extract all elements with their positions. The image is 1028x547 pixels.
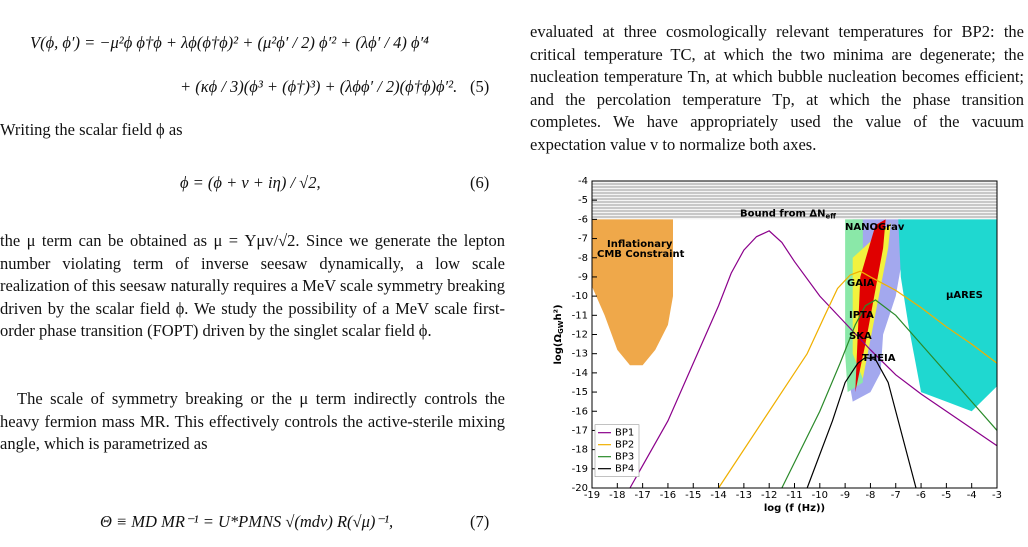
series-line <box>806 356 917 489</box>
equation: ϕ = (ϕ + v + iη) / √2, <box>180 173 321 192</box>
legend-label: BP3 <box>615 452 634 463</box>
region-label: CMB Constraint <box>597 249 685 260</box>
sensitivity-region <box>592 219 673 366</box>
x-tick-label: -18 <box>609 490 625 501</box>
y-tick-label: -16 <box>572 406 588 417</box>
y-tick-label: -18 <box>572 445 588 456</box>
bound-label-sub: eff <box>826 213 837 221</box>
sensitivity-region <box>855 219 886 393</box>
x-tick-label: -3 <box>992 490 1002 501</box>
region-label: IPTA <box>849 310 874 321</box>
legend-box <box>594 424 640 477</box>
series-line <box>629 230 998 489</box>
y-tick-label: -11 <box>572 310 588 321</box>
y-axis-label-end: h²) <box>553 304 564 320</box>
y-axis-label-sub: GW <box>557 320 565 334</box>
equation-number: (7) <box>470 512 490 531</box>
y-tick-label: -9 <box>578 272 588 283</box>
region-label: GAIA <box>847 278 875 289</box>
x-tick-label: -19 <box>584 490 600 501</box>
y-tick-label: -12 <box>572 330 588 341</box>
x-tick-label: -12 <box>761 490 777 501</box>
region-label: SKA <box>849 331 872 342</box>
region-label: μARES <box>946 290 983 301</box>
x-tick-label: -4 <box>967 490 977 501</box>
x-tick-label: -5 <box>941 490 951 501</box>
x-tick-label: -14 <box>710 490 726 501</box>
y-tick-label: -19 <box>572 464 588 475</box>
x-tick-label: -10 <box>812 490 828 501</box>
equation: V(ϕ, ϕ′) = −μ²ϕ ϕ†ϕ + λϕ(ϕ†ϕ)² + (μ²ϕ′ /… <box>30 33 429 52</box>
equation: + (κϕ / 3)(ϕ³ + (ϕ†)³) + (λϕϕ′ / 2)(ϕ†ϕ)… <box>180 77 458 96</box>
equation-number: (6) <box>470 173 490 192</box>
x-tick-label: -8 <box>865 490 875 501</box>
series-line <box>781 299 998 489</box>
y-tick-label: -5 <box>578 195 588 206</box>
x-tick-label: -11 <box>786 490 802 501</box>
equation-number: (5) <box>470 77 490 96</box>
y-tick-label: -4 <box>578 176 588 187</box>
region-label: NANOGrav <box>845 222 905 233</box>
y-tick-label: -15 <box>572 387 588 398</box>
y-tick-label: -10 <box>572 291 588 302</box>
x-tick-label: -6 <box>916 490 926 501</box>
region-label: Inflationary <box>607 239 673 250</box>
paragraph: Writing the scalar field ϕ as <box>0 120 183 139</box>
series-line <box>718 270 998 489</box>
y-tick-label: -13 <box>572 349 588 360</box>
y-tick-label: -8 <box>578 253 588 264</box>
y-tick-label: -7 <box>578 234 588 245</box>
equation: Θ ≡ MD MR⁻¹ = U*PMNS √(mdν) R(√μ)⁻¹, <box>100 512 394 531</box>
x-tick-label: -15 <box>685 490 701 501</box>
bound-label-text: Bound from ΔN <box>740 209 826 220</box>
x-tick-label: -16 <box>660 490 676 501</box>
y-tick-label: -6 <box>578 214 588 225</box>
paragraph: the μ term can be obtained as μ = Yμv/√2… <box>0 231 505 341</box>
y-tick-label: -17 <box>572 425 588 436</box>
legend-label: BP4 <box>615 464 634 475</box>
paragraph: evaluated at three cosmologically releva… <box>530 22 1024 154</box>
bound-label: Bound from ΔNeff <box>740 209 836 221</box>
sensitivity-region <box>898 219 997 412</box>
x-tick-label: -13 <box>736 490 752 501</box>
x-axis-label: log (f (Hz)) <box>764 503 825 514</box>
y-axis-label-main: log(Ω <box>553 334 564 365</box>
y-axis-label: log(ΩGWh²) <box>553 304 565 364</box>
region-label: THEIA <box>862 353 896 364</box>
x-tick-label: -7 <box>891 490 901 501</box>
x-tick-label: -9 <box>840 490 850 501</box>
paragraph: The scale of symmetry breaking or the μ … <box>0 389 505 454</box>
y-tick-label: -20 <box>572 483 588 494</box>
x-tick-label: -17 <box>634 490 650 501</box>
legend-label: BP1 <box>615 428 634 439</box>
bound-region <box>592 181 997 220</box>
y-tick-label: -14 <box>572 368 588 379</box>
legend-label: BP2 <box>615 440 634 451</box>
